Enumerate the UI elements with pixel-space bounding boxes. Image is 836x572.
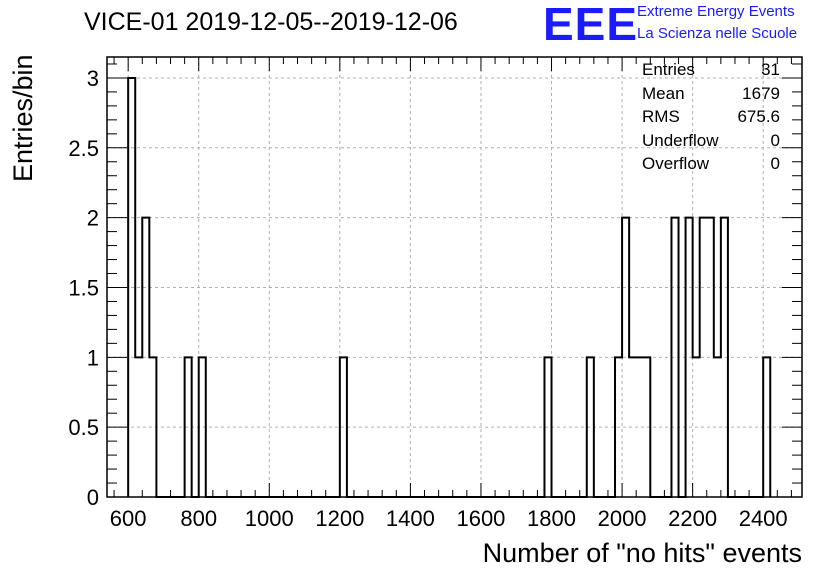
x-tick-label: 2000 xyxy=(598,506,647,531)
stat-row-mean: Mean 1679 xyxy=(642,84,780,108)
stat-name: Overflow xyxy=(642,154,710,173)
axis-ticks xyxy=(107,57,802,498)
stat-row-rms: RMS 675.6 xyxy=(642,107,780,131)
x-tick-label: 2400 xyxy=(739,506,788,531)
y-tick-label: 0.5 xyxy=(68,415,99,440)
x-tick-label: 1600 xyxy=(456,506,505,531)
stat-row-overflow: Overflow 0 xyxy=(642,154,780,178)
stat-value: 675.6 xyxy=(737,107,780,126)
x-tick-label: 1800 xyxy=(527,506,576,531)
y-tick-label: 1 xyxy=(87,345,99,370)
x-tick-label: 2200 xyxy=(668,506,717,531)
y-axis-label: Entries/bin xyxy=(8,54,38,182)
logo-caption-line1: Extreme Energy Events xyxy=(637,3,795,20)
plot-frame xyxy=(106,56,803,498)
x-tick-label: 1200 xyxy=(315,506,364,531)
y-tick-label: 3 xyxy=(87,66,99,91)
stat-name: Underflow xyxy=(642,130,719,150)
stats-box: Entries 31 Mean 1679 RMS 675.6 Underflow… xyxy=(642,60,780,178)
y-tick-label: 1.5 xyxy=(68,275,99,300)
stat-value: 0 xyxy=(770,154,780,173)
logo-caption-line2: La Scienza nelle Scuole xyxy=(637,25,798,42)
x-axis-label: Number of "no hits" events xyxy=(482,538,802,568)
x-tick-label: 600 xyxy=(110,506,147,531)
y-tick-label: 2.5 xyxy=(68,136,99,161)
stat-value: 31 xyxy=(761,60,780,79)
x-tick-label: 800 xyxy=(180,506,217,531)
x-tick-label: 1000 xyxy=(245,506,294,531)
x-tick-label: 1400 xyxy=(386,506,435,531)
y-tick-label: 2 xyxy=(87,206,99,231)
stat-value: 0 xyxy=(770,130,780,150)
y-tick-label: 0 xyxy=(87,485,99,510)
stat-name: RMS xyxy=(642,107,680,126)
stat-row-underflow: Underflow 0 xyxy=(642,131,780,155)
chart-title: VICE-01 2019-12-05--2019-12-06 xyxy=(84,8,458,36)
stat-name: Entries xyxy=(642,60,695,79)
stat-name: Mean xyxy=(642,83,685,103)
stat-value: 1679 xyxy=(742,83,780,103)
axis-tick-labels: 600 800 1000 1200 1400 1600 1800 2000 2200 240000… xyxy=(68,66,787,531)
stat-row-entries: Entries 31 xyxy=(642,60,780,84)
eee-logo: EEE xyxy=(543,0,639,50)
